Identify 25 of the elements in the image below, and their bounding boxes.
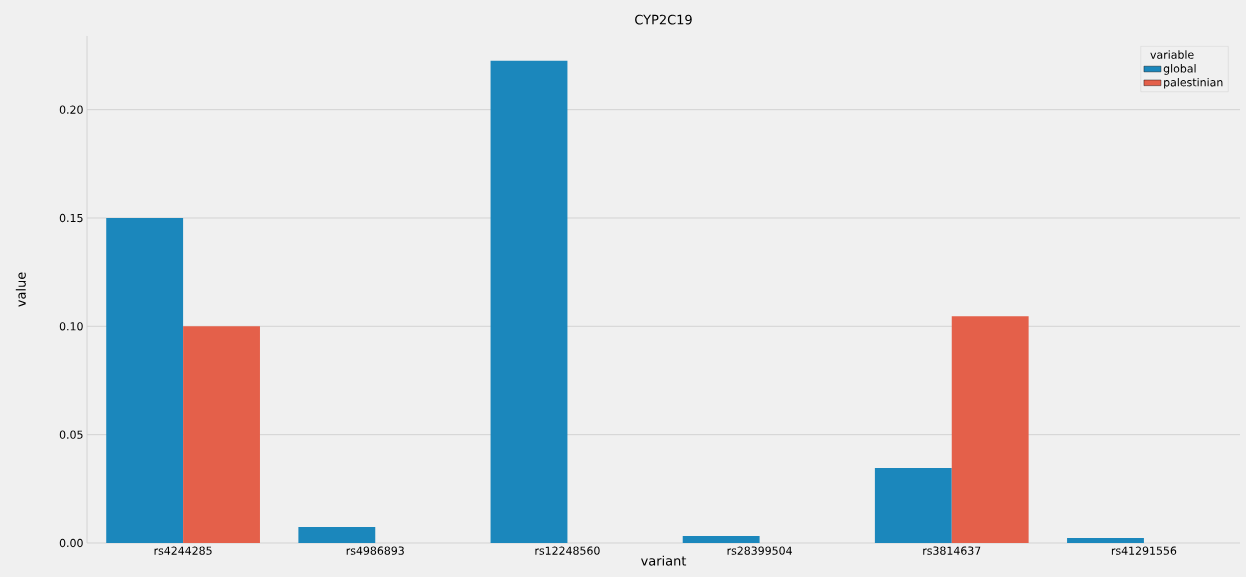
- bar: [298, 526, 376, 543]
- chart-title: CYP2C19: [635, 14, 692, 25]
- bar: [951, 316, 1029, 543]
- bar: [183, 326, 260, 543]
- x-tick-label: rs41291556: [1111, 546, 1177, 555]
- x-tick-label: rs4244285: [154, 546, 212, 555]
- legend-title: variable: [1150, 50, 1194, 59]
- y-axis-title: value: [15, 272, 26, 307]
- y-tick-label: 0.10: [59, 322, 83, 331]
- legend-label: palestinian: [1164, 77, 1223, 89]
- x-tick-label: rs12248560: [535, 546, 600, 555]
- x-tick-label: rs28399504: [727, 546, 792, 555]
- bar: [1067, 538, 1144, 543]
- bar: [106, 217, 184, 543]
- bar: [682, 536, 760, 543]
- x-tick-label: rs3814637: [923, 546, 981, 555]
- bar: [490, 60, 568, 543]
- legend-label: global: [1163, 64, 1196, 75]
- y-tick-label: 0.00: [59, 538, 83, 548]
- y-tick-label: 0.15: [59, 213, 83, 223]
- x-axis-title: variant: [641, 555, 687, 566]
- bar: [874, 468, 952, 543]
- x-tick-label: rs4986893: [346, 546, 404, 555]
- y-tick-label: 0.20: [59, 105, 83, 114]
- y-tick-label: 0.05: [59, 430, 83, 439]
